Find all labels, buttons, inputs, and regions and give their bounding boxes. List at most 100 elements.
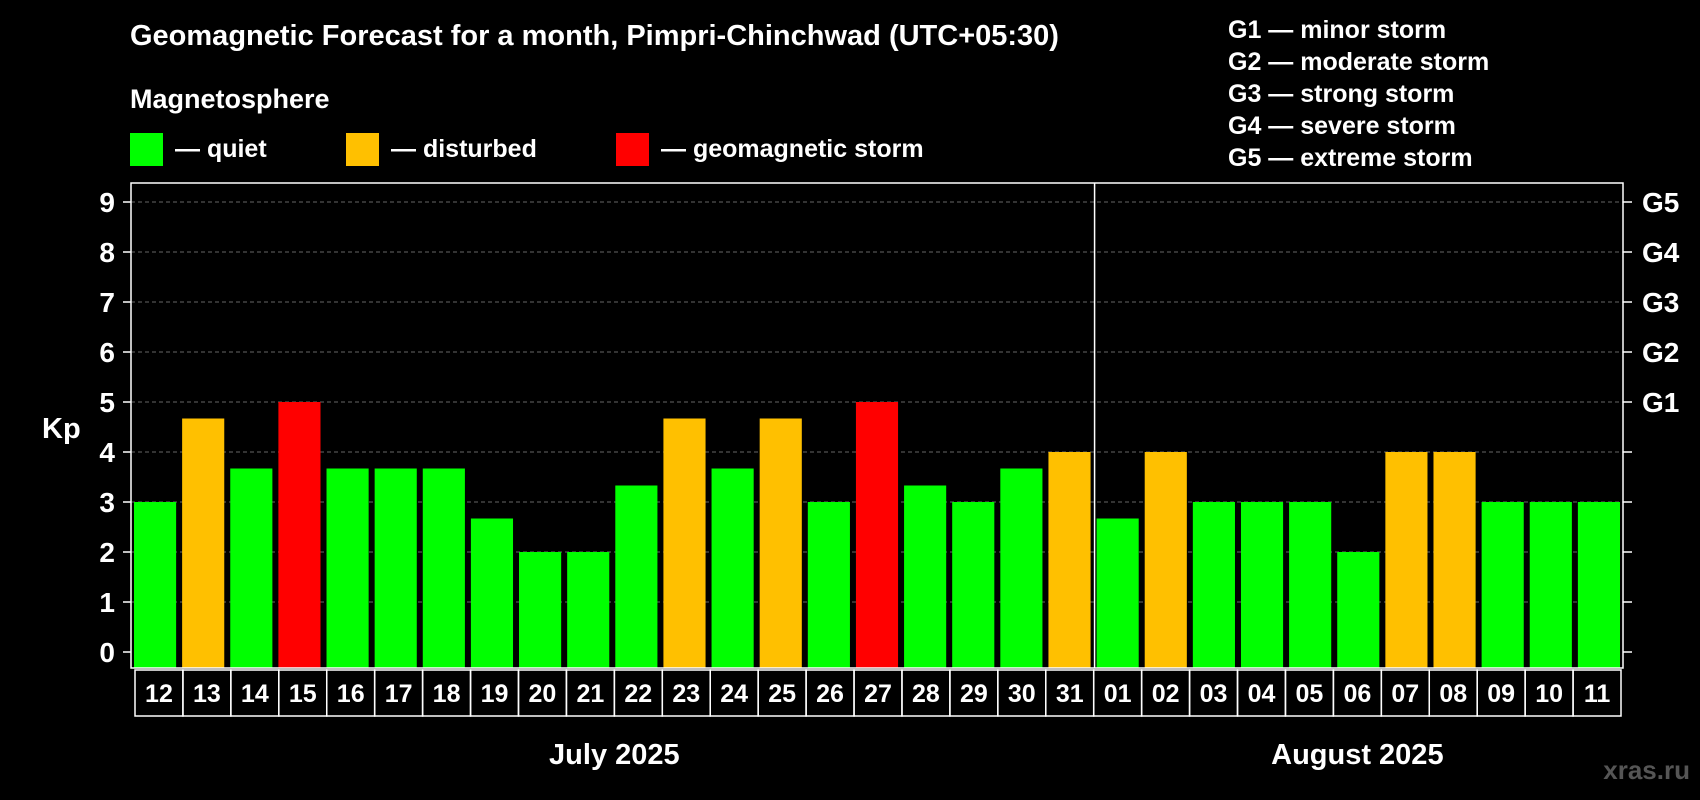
kp-bar-05 (1289, 502, 1332, 668)
kp-bar-08 (1433, 452, 1476, 668)
x-tick-label-30: 30 (1008, 680, 1036, 708)
y-tick-label: 7 (99, 287, 115, 318)
kp-bar-12 (134, 502, 177, 668)
x-tick-label-22: 22 (624, 680, 652, 708)
storm-level-legend: G1 — minor storm G2 — moderate storm G3 … (1228, 14, 1489, 174)
x-tick-label-25: 25 (768, 680, 796, 708)
date-box (1572, 669, 1622, 717)
storm-level-g1: G1 — minor storm (1228, 16, 1447, 44)
kp-bar-25 (759, 418, 802, 668)
x-tick-label-01: 01 (1104, 680, 1132, 708)
kp-bar-11 (1577, 502, 1620, 668)
x-tick-label-26: 26 (816, 680, 844, 708)
watermark: xras.ru (1603, 755, 1690, 785)
kp-bar-21 (567, 552, 610, 668)
legend-subtitle: Magnetosphere (130, 84, 330, 114)
kp-bar-26 (807, 502, 850, 668)
x-tick-label-10: 10 (1535, 680, 1563, 708)
storm-level-g2: G2 — moderate storm (1228, 48, 1490, 76)
x-tick-label-19: 19 (481, 680, 509, 708)
month-label: July 2025 (549, 739, 680, 771)
x-tick-label-20: 20 (529, 680, 557, 708)
x-tick-label-16: 16 (337, 680, 365, 708)
kp-bar-20 (519, 552, 562, 668)
x-tick-label-27: 27 (864, 680, 892, 708)
kp-bar-03 (1192, 502, 1235, 668)
x-tick-label-08: 08 (1439, 680, 1467, 708)
quiet-swatch (130, 133, 163, 166)
kp-bar-30 (1000, 468, 1043, 668)
x-tick-label-29: 29 (960, 680, 988, 708)
y-tick-label: 5 (99, 387, 115, 418)
kp-bar-28 (904, 485, 947, 668)
y-tick-label: 6 (99, 337, 115, 368)
x-tick-label-31: 31 (1056, 680, 1084, 708)
y-tick-label: 0 (99, 637, 115, 668)
x-tick-label-09: 09 (1487, 680, 1515, 708)
y-tick-label: 4 (99, 437, 115, 468)
y-tick-label: 3 (99, 487, 115, 518)
kp-bar-01 (1096, 518, 1139, 668)
x-tick-label-21: 21 (576, 680, 604, 708)
legend-item-disturbed: — disturbed (346, 133, 537, 166)
kp-bar-02 (1144, 452, 1187, 668)
kp-bar-16 (326, 468, 369, 668)
kp-bar-09 (1481, 502, 1524, 668)
x-tick-label-05: 05 (1296, 680, 1324, 708)
storm-level-g5: G5 — extreme storm (1228, 144, 1473, 172)
kp-bar-29 (952, 502, 995, 668)
storm-level-label-g4: G4 (1642, 237, 1680, 268)
legend-item-quiet: — quiet (130, 133, 267, 166)
y-tick-label: 1 (99, 587, 115, 618)
x-tick-label-24: 24 (720, 680, 748, 708)
x-tick-label-13: 13 (193, 680, 221, 708)
kp-bar-19 (470, 518, 514, 668)
x-tick-label-17: 17 (385, 680, 413, 708)
kp-bar-10 (1529, 502, 1572, 668)
month-label: August 2025 (1271, 739, 1443, 771)
x-tick-label-28: 28 (912, 680, 940, 708)
x-tick-label-12: 12 (145, 680, 173, 708)
legend-item-storm: — geomagnetic storm (616, 133, 924, 166)
kp-bar-31 (1048, 452, 1091, 668)
x-tick-label-02: 02 (1152, 680, 1180, 708)
x-tick-label-04: 04 (1248, 680, 1276, 708)
kp-bar-22 (615, 485, 658, 668)
kp-bar-13 (182, 418, 225, 668)
y-tick-label: 8 (99, 237, 115, 268)
kp-bar-04 (1240, 502, 1284, 668)
kp-bar-17 (374, 468, 417, 668)
kp-bar-23 (663, 418, 706, 668)
x-tick-label-23: 23 (672, 680, 700, 708)
y-tick-label: 9 (99, 187, 115, 218)
y-tick-label: 2 (99, 537, 115, 568)
y-axis-label: Kp (42, 413, 81, 445)
x-tick-label-14: 14 (241, 680, 269, 708)
storm-level-label-g2: G2 (1642, 337, 1679, 368)
storm-level-label-g3: G3 (1642, 287, 1679, 318)
legend-label-disturbed: — disturbed (391, 135, 537, 163)
storm-level-g4: G4 — severe storm (1228, 112, 1456, 140)
x-tick-label-07: 07 (1391, 680, 1419, 708)
x-tick-label-11: 11 (1584, 680, 1611, 708)
kp-bar-07 (1385, 452, 1428, 668)
kp-bar-14 (230, 468, 273, 668)
x-tick-label-06: 06 (1343, 680, 1371, 708)
kp-bar-15 (278, 402, 321, 668)
x-tick-label-03: 03 (1200, 680, 1228, 708)
kp-bar-06 (1337, 552, 1380, 668)
chart-title: Geomagnetic Forecast for a month, Pimpri… (130, 20, 1059, 52)
storm-level-label-g5: G5 (1642, 187, 1679, 218)
disturbed-swatch (346, 133, 379, 166)
legend-label-storm: — geomagnetic storm (661, 135, 924, 163)
kp-bar-24 (711, 468, 754, 668)
storm-swatch (616, 133, 649, 166)
storm-level-label-g1: G1 (1642, 387, 1679, 418)
kp-bar-18 (422, 468, 465, 668)
storm-level-g3: G3 — strong storm (1228, 80, 1455, 108)
x-tick-label-18: 18 (433, 680, 461, 708)
kp-bar-27 (855, 402, 899, 668)
x-tick-label-15: 15 (289, 680, 317, 708)
plot-frame (130, 182, 1624, 669)
